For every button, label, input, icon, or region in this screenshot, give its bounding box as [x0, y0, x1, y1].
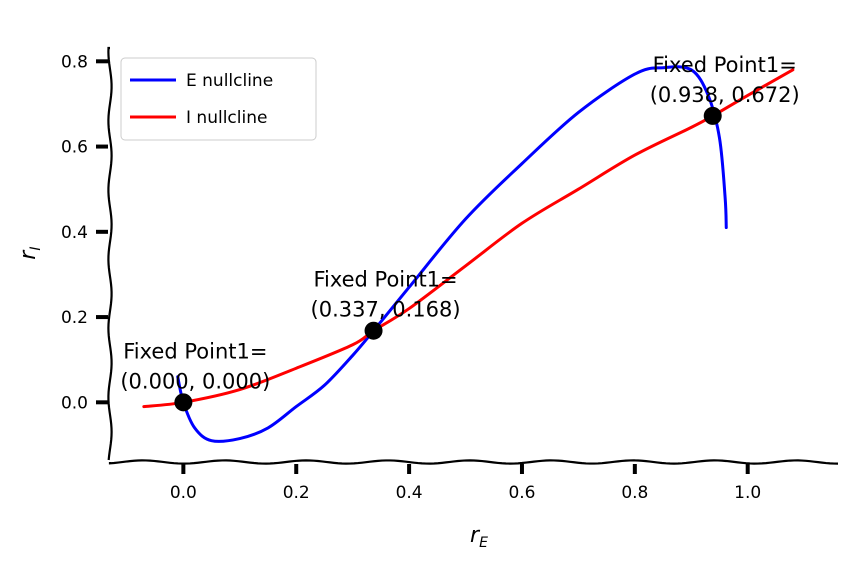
annotations-layer: Fixed Point1= (0.000, 0.000) Fixed Point1=…: [120, 53, 799, 393]
y-tick-label: 0.8: [61, 52, 88, 72]
y-tick-label: 0.2: [61, 308, 88, 328]
fixed-point-marker: [174, 393, 193, 412]
x-tick-label: 1.0: [734, 483, 761, 503]
y-axis-label: rI: [16, 247, 44, 260]
fixed-point-marker: [703, 106, 722, 125]
fixed-point-label-line2: (0.337, 0.168): [311, 298, 461, 322]
y-tick-label: 0.6: [61, 138, 88, 158]
y-tick-label: 0.4: [61, 223, 88, 243]
fixed-point-label-line2: (0.000, 0.000): [120, 369, 270, 393]
fixed-point-label-line1: Fixed Point1=: [653, 53, 797, 77]
legend-label: E nullcline: [186, 71, 273, 91]
legend-label: I nullcline: [186, 108, 267, 128]
fixed-point-label-line1: Fixed Point1=: [313, 268, 457, 292]
x-tick-label: 0.6: [508, 483, 535, 503]
y-tick-label: 0.0: [61, 393, 88, 413]
series-line: [176, 65, 728, 443]
x-tick-label: 0.2: [283, 483, 310, 503]
fixed-point-marker: [364, 321, 383, 340]
x-axis-spine: [108, 459, 839, 465]
x-tick-label: 0.8: [621, 483, 648, 503]
fixed-points-layer: [174, 106, 722, 412]
legend: E nullcline I nullcline: [120, 57, 317, 141]
x-tick-label: 0.0: [170, 483, 197, 503]
fixed-point-label-line1: Fixed Point1=: [123, 339, 267, 363]
x-axis-label: rE: [470, 523, 488, 551]
y-axis-spine: [107, 46, 113, 461]
fixed-point-label-line2: (0.938, 0.672): [650, 83, 800, 107]
axes: 0.0 0.2 0.4 0.6 0.8 1.0 0.0 0.2 0.4 0.6 0.8 rE rI: [16, 46, 839, 551]
x-tick-label: 0.4: [396, 483, 423, 503]
